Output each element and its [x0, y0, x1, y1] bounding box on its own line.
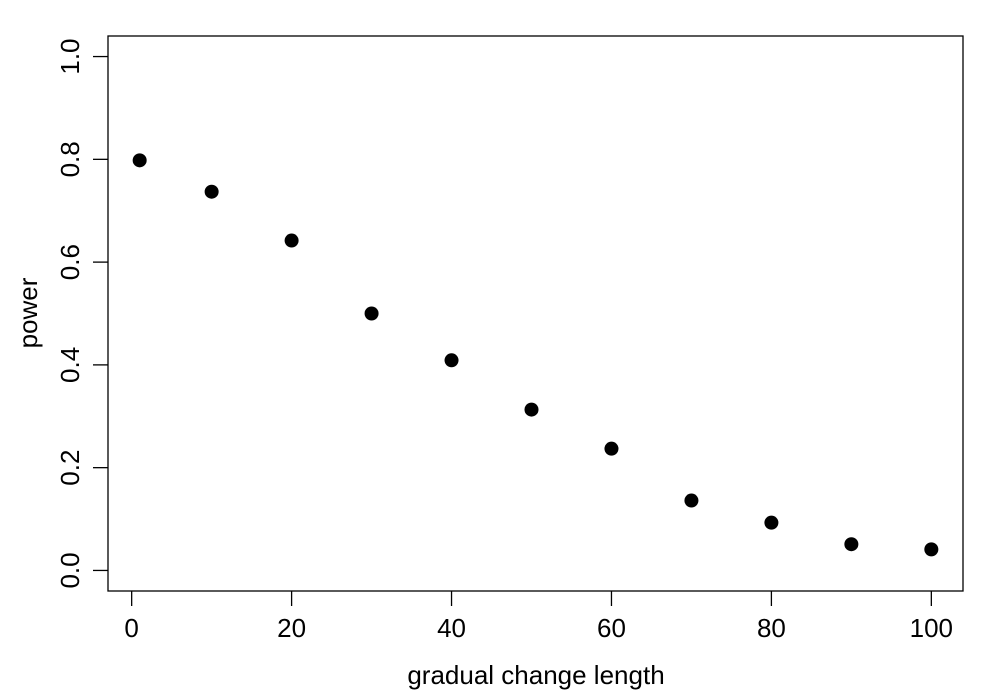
data-point [444, 353, 459, 368]
data-point [364, 306, 379, 321]
x-tick-label: 60 [597, 613, 626, 643]
x-axis-label: gradual change length [407, 660, 664, 690]
plot-frame [107, 35, 964, 592]
x-tick-label: 40 [437, 613, 466, 643]
data-point [684, 493, 699, 508]
x-tick-label: 0 [124, 613, 138, 643]
data-point [924, 542, 939, 557]
x-tick-label: 80 [757, 613, 786, 643]
y-tick-label: 0.2 [55, 450, 85, 486]
x-tick-label: 100 [910, 613, 953, 643]
y-tick-label: 1.0 [55, 38, 85, 74]
y-tick-label: 0.0 [55, 552, 85, 588]
y-axis-label: power [13, 277, 43, 348]
y-tick-label: 0.6 [55, 244, 85, 280]
data-point [604, 441, 619, 456]
data-point [284, 233, 299, 248]
y-tick-label: 0.8 [55, 141, 85, 177]
x-tick-label: 20 [277, 613, 306, 643]
y-tick-label: 0.4 [55, 347, 85, 383]
data-point [764, 515, 779, 530]
data-point [524, 402, 539, 417]
data-point [844, 537, 859, 552]
data-point [204, 184, 219, 199]
data-point [132, 153, 147, 168]
